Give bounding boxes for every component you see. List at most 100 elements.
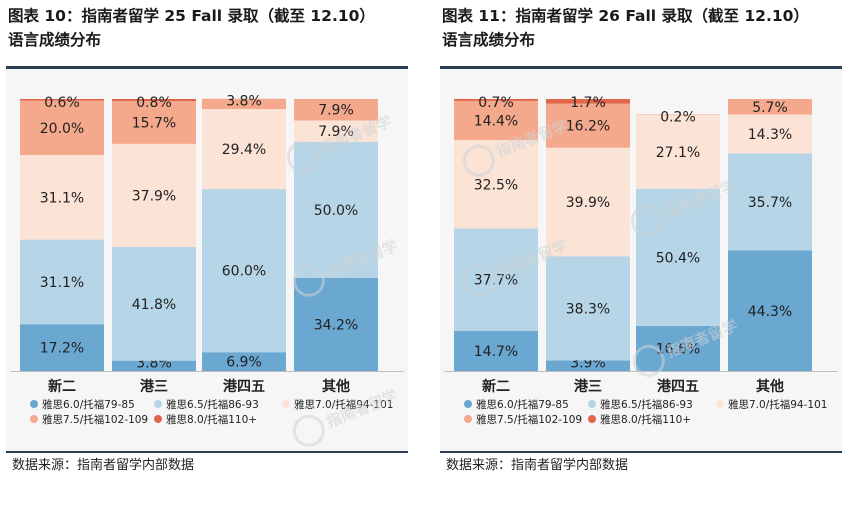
legend-marker [588, 400, 596, 408]
top-rule [6, 66, 408, 69]
bar-segment [294, 99, 378, 121]
category-tick-label: 港三 [574, 378, 602, 395]
source-note: 数据来源：指南者留学内部数据 [12, 458, 195, 473]
data-label: 0.6% [44, 95, 80, 111]
bar-segment [20, 239, 104, 325]
chart-title-line1: 图表 11：指南者留学 26 Fall 录取（截至 12.10） [442, 7, 809, 25]
category-tick-label: 港三 [140, 378, 168, 395]
legend-entry: 雅思7.5/托福102-109 [42, 413, 148, 426]
data-label: 31.1% [40, 190, 84, 206]
data-label: 37.7% [474, 273, 518, 289]
data-label: 32.5% [474, 177, 518, 193]
category-tick-label: 港四五 [223, 378, 265, 395]
data-label: 16.2% [566, 119, 610, 135]
legend-marker [154, 400, 162, 408]
bar-segment [728, 114, 812, 154]
data-label: 3.8% [226, 94, 262, 110]
data-label: 7.9% [318, 124, 354, 140]
bar-segment [546, 99, 630, 104]
data-label: 39.9% [566, 195, 610, 211]
bar-segment [112, 246, 196, 361]
bar-segment [636, 188, 720, 326]
stacked-bar-chart-26fall: 14.7%37.7%32.5%14.4%0.7%新二3.9%38.3%39.9%… [444, 95, 838, 426]
bar-segment [454, 100, 538, 141]
bar-segment [294, 141, 378, 278]
bar-segment [202, 98, 286, 110]
bar-segment [20, 324, 104, 371]
stacked-bar-chart-25fall: 17.2% 31.1% 31.1% 20.0% 0.6% 新二 3.8% 41.8% 37.9%… [10, 94, 404, 426]
bar-segment [20, 155, 104, 240]
chart-title-line2: 语言成绩分布 [442, 31, 536, 49]
bar-segment [294, 277, 378, 371]
bar-segment [20, 99, 104, 101]
chart-panel-right: 图表 11：指南者留学 26 Fall 录取（截至 12.10） 语言成绩分布 … [440, 0, 842, 521]
top-rule [440, 66, 842, 69]
category-tick-label: 新二 [48, 378, 76, 395]
legend-marker [716, 400, 724, 408]
legend-marker [154, 415, 162, 423]
data-label: 16.6% [656, 341, 700, 357]
legend-marker [282, 400, 290, 408]
chart-title-line1: 图表 10：指南者留学 25 Fall 录取（截至 12.10） [8, 7, 375, 25]
bar-segment [202, 189, 286, 353]
bar-segment [728, 153, 812, 251]
legend-entry: 雅思7.5/托福102-109 [476, 413, 582, 426]
data-label: 50.0% [314, 203, 358, 219]
legend-marker [30, 400, 38, 408]
bar-segment [454, 331, 538, 371]
legend-entry: 雅思8.0/托福110+ [600, 413, 691, 426]
bar-segment [636, 115, 720, 189]
bar-segment [636, 114, 720, 116]
legend-entry: 雅思6.0/托福79-85 [476, 398, 569, 411]
data-label: 38.3% [566, 301, 610, 317]
data-label: 6.9% [226, 355, 262, 371]
data-label: 14.3% [748, 127, 792, 143]
bar-segment [112, 143, 196, 247]
chart-title: 图表 10：指南者留学 25 Fall 录取（截至 12.10） 语言成绩分布 [8, 4, 408, 52]
bar-segment [294, 120, 378, 142]
bar-segment [454, 140, 538, 229]
data-label: 1.7% [570, 95, 606, 111]
legend-entry: 雅思7.0/托福94-101 [294, 398, 393, 411]
bottom-rule [440, 451, 842, 453]
data-label: 41.8% [132, 297, 176, 313]
bar-segment [546, 147, 630, 257]
data-label: 44.3% [748, 304, 792, 320]
data-label: 7.9% [318, 103, 354, 119]
category-tick-label: 新二 [482, 378, 510, 395]
bar-segment [546, 256, 630, 361]
data-label: 31.1% [40, 275, 84, 291]
data-label: 0.7% [478, 95, 514, 111]
bar-segment [112, 99, 196, 102]
data-label: 5.7% [752, 100, 788, 116]
data-label: 29.4% [222, 142, 266, 158]
category-tick-label: 其他 [756, 378, 784, 395]
chart-title: 图表 11：指南者留学 26 Fall 录取（截至 12.10） 语言成绩分布 [442, 4, 842, 52]
bar-segment [546, 103, 630, 148]
bottom-rule [6, 451, 408, 453]
legend-entry: 雅思8.0/托福110+ [166, 413, 257, 426]
legend-marker [30, 415, 38, 423]
legend-entry: 雅思6.5/托福86-93 [600, 398, 693, 411]
bar-segment [112, 101, 196, 144]
data-label: 17.2% [40, 341, 84, 357]
legend-entry: 雅思6.5/托福86-93 [166, 398, 259, 411]
chart-panel-left: 图表 10：指南者留学 25 Fall 录取（截至 12.10） 语言成绩分布 … [6, 0, 408, 521]
data-label: 20.0% [40, 121, 84, 137]
data-label: 14.4% [474, 113, 518, 129]
data-label: 0.8% [136, 95, 172, 111]
data-label: 14.7% [474, 344, 518, 360]
bar-segment [546, 360, 630, 371]
source-note: 数据来源：指南者留学内部数据 [446, 458, 629, 473]
category-tick-label: 港四五 [657, 378, 699, 395]
legend-marker [464, 415, 472, 423]
category-tick-label: 其他 [322, 378, 350, 395]
data-label: 50.4% [656, 250, 700, 266]
data-label: 34.2% [314, 317, 358, 333]
data-label: 0.2% [660, 110, 696, 126]
bar-segment [728, 250, 812, 371]
bar-segment [20, 100, 104, 156]
data-label: 60.0% [222, 264, 266, 280]
legend-marker [464, 400, 472, 408]
bar-segment [112, 360, 196, 371]
